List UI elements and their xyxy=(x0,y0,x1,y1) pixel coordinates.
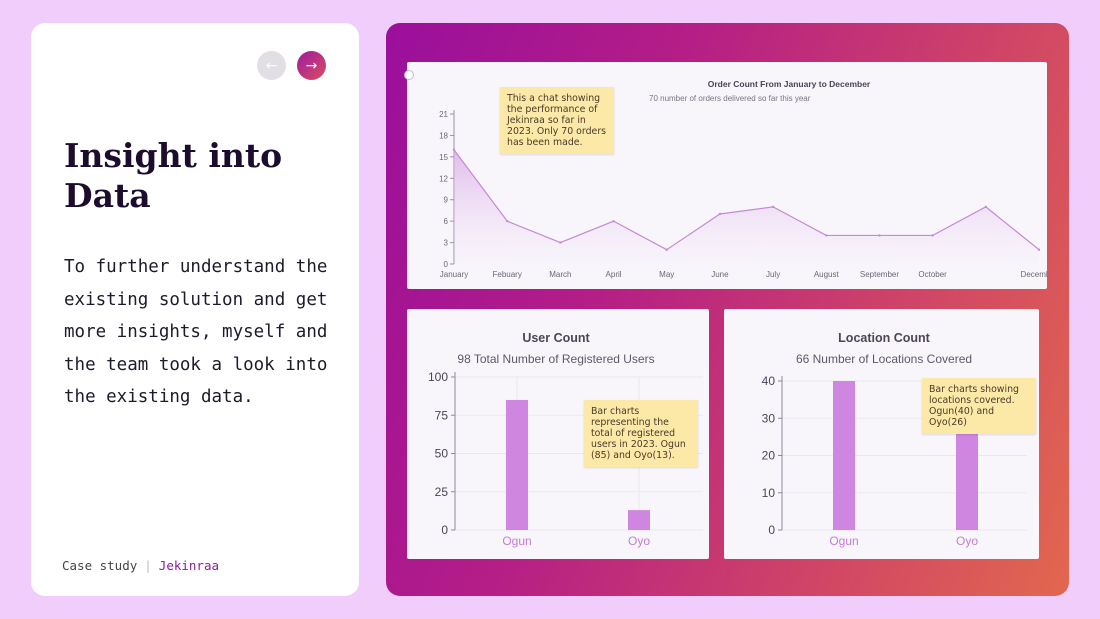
x-tick-label: August xyxy=(814,270,840,279)
y-tick-label: 3 xyxy=(444,239,449,248)
insights-panel: Order Count From January to December 70 n… xyxy=(386,23,1069,596)
x-tick-label: Ogun xyxy=(829,534,858,548)
order-chart-subtitle: 70 number of orders delivered so far thi… xyxy=(649,94,811,103)
order-point-2 xyxy=(505,219,509,223)
footer: Case study | Jekinraa xyxy=(62,558,219,573)
y-tick-label: 0 xyxy=(768,523,775,537)
x-tick-label: Oyo xyxy=(956,534,978,548)
user-bar-ogun xyxy=(506,399,528,530)
x-tick-label: July xyxy=(766,270,780,279)
x-tick-label: March xyxy=(549,270,571,279)
arrow-left-icon: ← xyxy=(265,57,278,74)
y-tick-label: 30 xyxy=(762,411,776,425)
order-point-11 xyxy=(984,205,988,209)
y-tick-label: 75 xyxy=(435,408,449,422)
order-point-7 xyxy=(771,205,775,209)
footer-separator: | xyxy=(144,558,152,573)
intro-paragraph: To further understand the existing solut… xyxy=(64,257,328,407)
y-tick-label: 25 xyxy=(435,485,449,499)
location-bar-ogun xyxy=(833,381,855,530)
x-tick-label: January xyxy=(440,270,468,279)
y-tick-label: 0 xyxy=(444,260,449,269)
y-tick-label: 15 xyxy=(439,153,448,162)
order-count-card: Order Count From January to December 70 n… xyxy=(404,62,1047,289)
user-chart-note: Bar charts representing the total of reg… xyxy=(584,400,698,467)
user-count-card: User Count 98 Total Number of Registered … xyxy=(407,309,709,559)
y-tick-label: 6 xyxy=(444,217,449,226)
x-tick-label: September xyxy=(860,270,899,279)
location-chart-note: Bar charts showing locations covered. Og… xyxy=(922,378,1036,434)
page-title: Insight into Data xyxy=(64,136,283,215)
location-chart-subtitle: 66 Number of Locations Covered xyxy=(796,352,972,366)
order-chart-title: Order Count From January to December xyxy=(708,79,871,89)
y-tick-label: 10 xyxy=(762,486,776,500)
y-tick-label: 18 xyxy=(439,131,448,140)
next-arrow-button[interactable]: → xyxy=(297,51,326,80)
y-tick-label: 9 xyxy=(444,196,449,205)
order-count-chart: Order Count From January to December 70 n… xyxy=(439,79,1047,279)
y-tick-label: 40 xyxy=(762,374,776,388)
order-point-8 xyxy=(825,234,828,237)
x-tick-label: May xyxy=(659,270,674,279)
y-tick-label: 50 xyxy=(435,447,449,461)
y-tick-label: 21 xyxy=(439,110,448,119)
x-tick-label: December xyxy=(1021,270,1047,279)
location-bar-oyo xyxy=(956,433,978,530)
order-area-fill xyxy=(454,149,1039,264)
location-chart-title: Location Count xyxy=(838,331,930,345)
x-tick-label: April xyxy=(606,270,622,279)
footer-label: Case study xyxy=(62,558,138,573)
order-point-10 xyxy=(931,234,934,237)
location-count-card: Location Count 66 Number of Locations Cov… xyxy=(724,309,1039,559)
y-tick-label: 100 xyxy=(428,370,448,384)
y-tick-label: 20 xyxy=(762,449,776,463)
user-bar-oyo xyxy=(628,510,650,530)
x-tick-label: Febuary xyxy=(493,270,522,279)
user-count-chart: User Count 98 Total Number of Registered … xyxy=(428,331,703,548)
order-point-3 xyxy=(559,241,562,244)
order-point-12 xyxy=(1037,248,1041,251)
y-tick-label: 12 xyxy=(439,174,448,183)
y-tick-label: 0 xyxy=(441,523,448,537)
order-series-line xyxy=(453,149,1040,251)
order-point-4 xyxy=(612,219,615,223)
order-point-5 xyxy=(665,248,668,251)
case-study-card: ← → Insight into Data To further underst… xyxy=(31,23,359,596)
order-point-9 xyxy=(878,234,881,237)
drag-handle[interactable] xyxy=(404,70,414,80)
user-chart-title: User Count xyxy=(522,331,590,345)
x-tick-label: June xyxy=(711,270,729,279)
order-point-1 xyxy=(452,148,456,151)
x-tick-label: October xyxy=(918,270,947,279)
previous-arrow-button[interactable]: ← xyxy=(257,51,286,80)
arrow-right-icon: → xyxy=(305,57,318,74)
user-chart-subtitle: 98 Total Number of Registered Users xyxy=(457,352,654,366)
location-count-chart: Location Count 66 Number of Locations Cov… xyxy=(762,331,1027,548)
x-tick-label: Ogun xyxy=(502,534,531,548)
order-chart-note: This a chat showing the performance of J… xyxy=(500,87,614,154)
order-point-6 xyxy=(718,212,722,216)
brand-link[interactable]: Jekinraa xyxy=(158,558,220,573)
x-tick-label: Oyo xyxy=(628,534,650,548)
